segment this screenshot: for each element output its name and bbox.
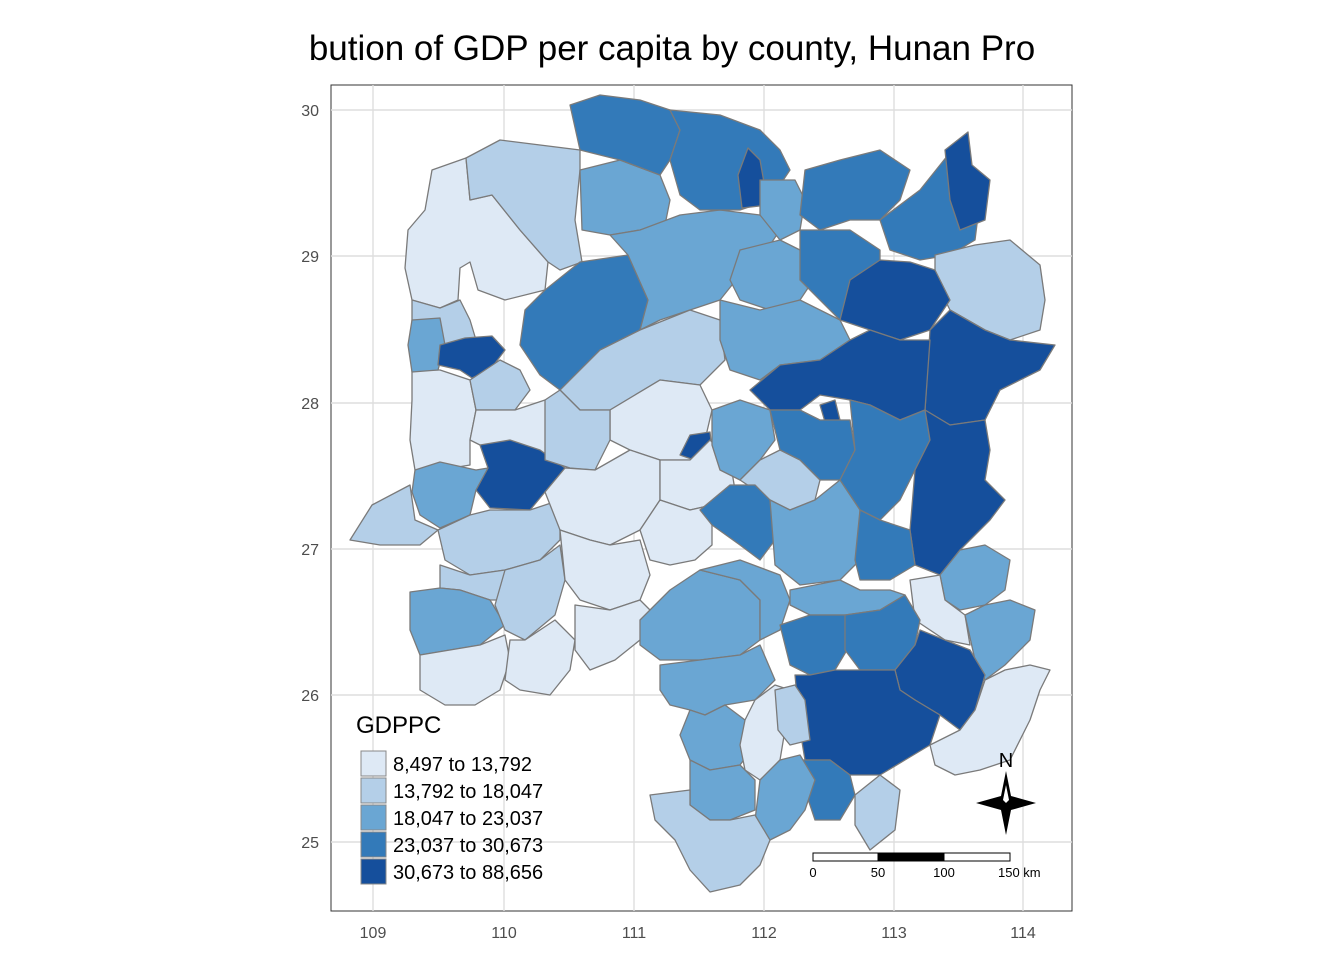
county-region — [909, 409, 1006, 576]
county-region — [799, 149, 911, 231]
county-region — [504, 619, 576, 696]
county-region — [409, 587, 506, 656]
compass-inner-icon — [1003, 785, 1009, 803]
scale-label: 50 — [871, 865, 885, 880]
county-region — [779, 614, 851, 676]
county-region — [839, 399, 931, 521]
x-tick-label: 110 — [491, 925, 517, 942]
county-region — [649, 789, 771, 893]
county-polygons — [349, 94, 1056, 893]
scale-segment — [943, 852, 1011, 862]
legend-label: 13,792 to 18,047 — [393, 781, 543, 803]
scale-label: 100 — [933, 865, 955, 880]
county-region — [411, 461, 489, 529]
scale-bar: 0 50 100 150 km — [809, 852, 1041, 880]
county-region — [854, 774, 901, 851]
county-region — [839, 259, 951, 341]
y-tick-label: 30 — [301, 103, 319, 120]
county-region — [774, 684, 811, 746]
scale-label: 150 km — [998, 865, 1041, 880]
scale-segment — [812, 852, 879, 862]
legend-label: 30,673 to 88,656 — [393, 862, 543, 884]
x-tick-label: 112 — [751, 925, 777, 942]
county-region — [407, 317, 446, 373]
legend: GDPPC 8,497 to 13,792 13,792 to 18,047 1… — [356, 712, 543, 885]
county-region — [437, 499, 561, 576]
county-region — [854, 509, 916, 581]
legend-swatch — [360, 804, 387, 831]
y-tick-label: 26 — [301, 688, 319, 705]
y-tick-label: 25 — [301, 835, 319, 852]
legend-label: 18,047 to 23,037 — [393, 808, 543, 830]
county-region — [544, 389, 611, 471]
x-axis-ticks: 109 110 111 112 113 114 — [360, 925, 1036, 942]
y-tick-label: 29 — [301, 249, 319, 266]
county-region — [409, 369, 477, 471]
legend-label: 23,037 to 30,673 — [393, 835, 543, 857]
y-tick-label: 28 — [301, 396, 319, 413]
county-region — [944, 131, 991, 231]
county-region — [909, 574, 971, 646]
county-region — [699, 559, 791, 641]
county-region — [559, 529, 651, 611]
legend-title: GDPPC — [356, 712, 441, 739]
county-region — [494, 544, 566, 641]
scale-label: 0 — [809, 865, 816, 880]
legend-swatch — [360, 831, 387, 858]
legend-label: 8,497 to 13,792 — [393, 754, 532, 776]
county-region — [639, 499, 713, 566]
x-tick-label: 114 — [1010, 925, 1036, 942]
county-region — [929, 664, 1051, 776]
map-title: bution of GDP per capita by county, Huna… — [308, 29, 1036, 68]
y-axis-ticks: 30 29 28 27 26 25 — [301, 103, 319, 852]
x-tick-label: 111 — [622, 925, 646, 942]
y-tick-label: 27 — [301, 542, 319, 559]
north-arrow: N — [976, 750, 1036, 835]
north-label: N — [999, 750, 1013, 772]
legend-swatch — [360, 750, 387, 777]
legend-swatch — [360, 858, 387, 885]
county-region — [349, 484, 439, 546]
x-tick-label: 113 — [881, 925, 907, 942]
legend-swatch — [360, 777, 387, 804]
county-region — [659, 644, 776, 716]
x-tick-label: 109 — [360, 925, 387, 942]
scale-segment — [877, 852, 945, 862]
